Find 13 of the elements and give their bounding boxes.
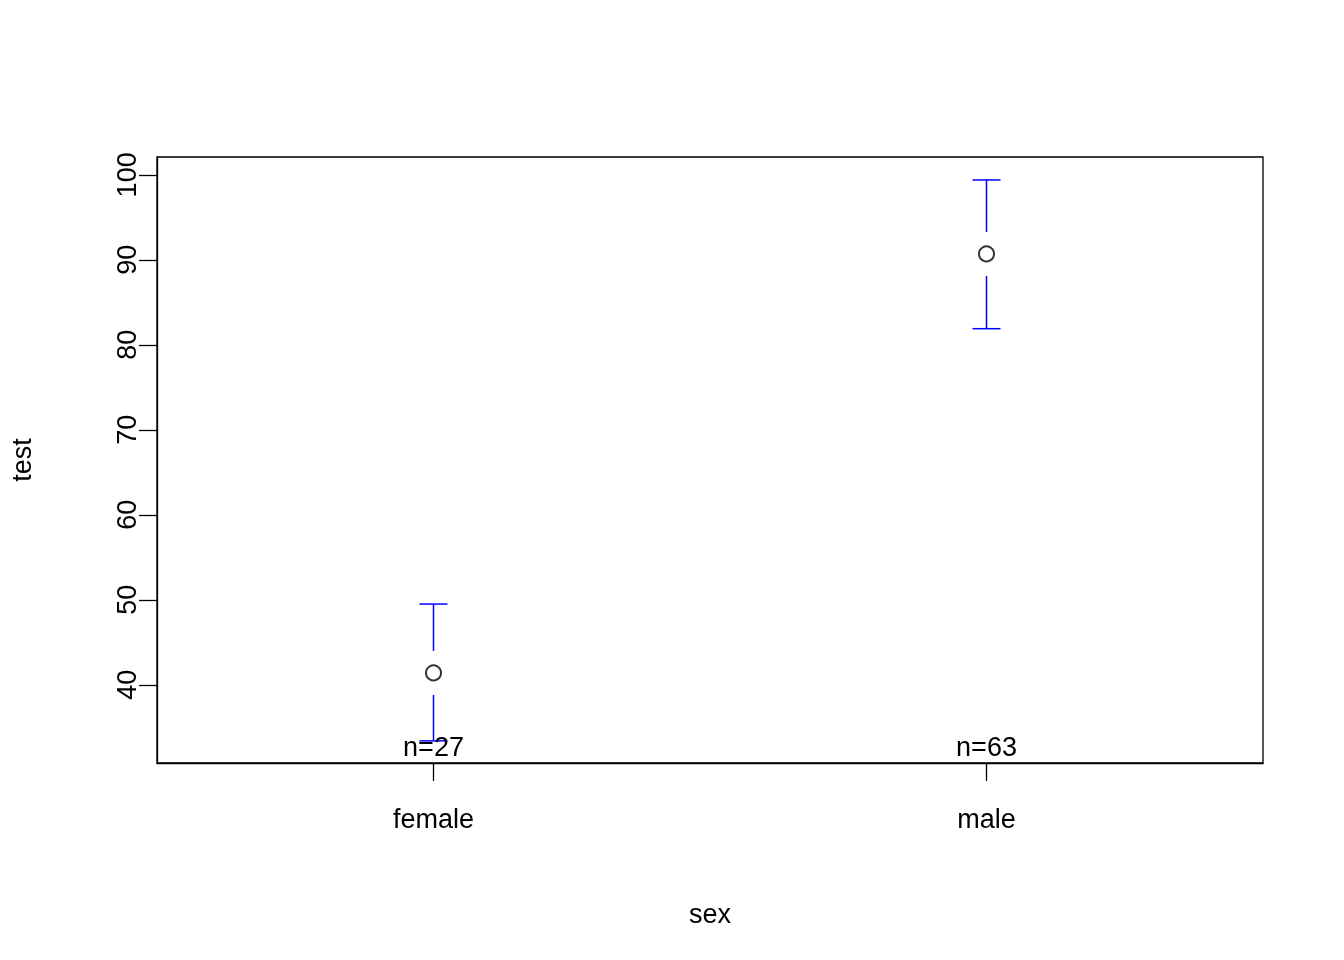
x-axis-title: sex	[688, 898, 732, 929]
y-tick-label: 70	[112, 414, 142, 445]
y-tick-label: 60	[112, 499, 142, 530]
y-axis-title: test	[6, 437, 37, 482]
annotation: n=63	[956, 732, 1017, 762]
x-tick-label: female	[392, 803, 475, 834]
y-tick-label: 80	[112, 329, 142, 360]
x-tick-label: male	[957, 803, 1016, 834]
y-tick-label: 40	[112, 669, 142, 700]
y-tick-label: 100	[112, 152, 142, 198]
y-tick-label: 90	[112, 244, 142, 275]
annotation: n=27	[403, 732, 464, 762]
y-tick-label: 50	[112, 584, 142, 615]
